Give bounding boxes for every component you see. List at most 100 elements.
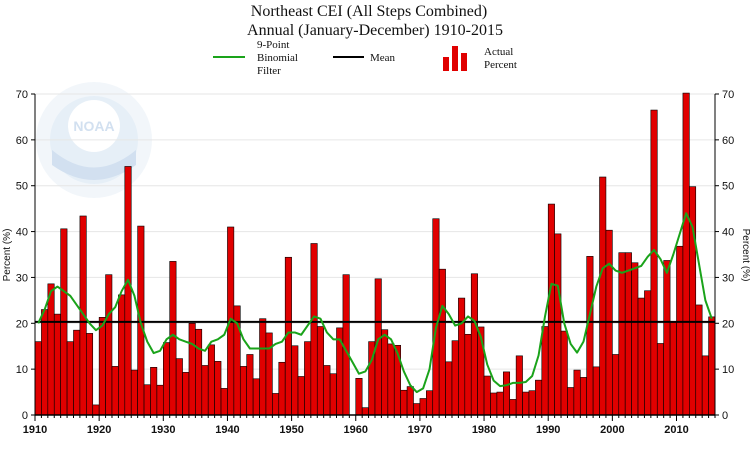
bar-1927 xyxy=(143,384,151,416)
bar-1968 xyxy=(406,386,414,416)
x-tick-label-1990: 1990 xyxy=(536,424,560,436)
legend-filter-label-2: Binomial xyxy=(257,52,298,64)
y-tick-label-right-60: 60 xyxy=(722,135,734,147)
x-tick-label-1970: 1970 xyxy=(408,424,432,436)
y-axis-right: 0 10 20 30 40 50 60 70 xyxy=(715,89,734,422)
y-tick-label-left-0: 0 xyxy=(22,410,28,422)
bar-1910 xyxy=(34,341,42,416)
bar-1945 xyxy=(259,318,267,416)
bar-1931 xyxy=(169,261,177,416)
legend-filter-label-3: Filter xyxy=(257,65,281,77)
bar-1971 xyxy=(426,390,434,416)
bar-2011 xyxy=(682,92,690,416)
bar-1933 xyxy=(182,372,190,416)
bar-1960 xyxy=(355,378,363,416)
legend-actual-swatch xyxy=(443,46,467,71)
bar-1954 xyxy=(316,326,324,416)
bar-1956 xyxy=(329,373,337,416)
bar-1952 xyxy=(304,341,312,416)
bar-1943 xyxy=(246,354,254,416)
svg-text:NOAA: NOAA xyxy=(73,118,114,134)
bar-1921 xyxy=(105,274,113,416)
bar-2010 xyxy=(676,245,684,416)
y-axis-label-right: Percent (%) xyxy=(740,229,750,282)
bar-1975 xyxy=(451,340,459,416)
x-tick-label-1940: 1940 xyxy=(215,424,239,436)
y-tick-label-left-40: 40 xyxy=(16,227,28,239)
y-axis-label-left: Percent (%) xyxy=(2,229,13,282)
legend-filter-label-1: 9-Point xyxy=(257,39,289,51)
bar-1944 xyxy=(252,378,260,416)
y-tick-label-left-50: 50 xyxy=(16,181,28,193)
filter-line-group xyxy=(37,212,713,394)
bar-1942 xyxy=(239,366,247,416)
y-tick-label-left-10: 10 xyxy=(16,364,28,376)
y-axis-left: 0 10 20 30 40 50 60 70 xyxy=(16,89,35,422)
bar-1994 xyxy=(573,369,581,416)
bar-1990 xyxy=(547,203,555,416)
bar-1989 xyxy=(541,326,549,416)
bar-1982 xyxy=(496,391,504,416)
bar-1967 xyxy=(400,389,408,416)
chart-title: Northeast CEI (All Steps Combined) xyxy=(251,3,487,20)
y-tick-label-left-60: 60 xyxy=(16,135,28,147)
bar-2006 xyxy=(650,109,658,416)
bar-1934 xyxy=(188,322,196,416)
bar-1923 xyxy=(118,294,126,416)
x-tick-label-1930: 1930 xyxy=(151,424,175,436)
bar-1932 xyxy=(175,358,183,416)
bar-1916 xyxy=(73,329,81,416)
bar-1939 xyxy=(220,388,228,416)
bar-1980 xyxy=(483,375,491,416)
x-tick-label-1920: 1920 xyxy=(87,424,111,436)
bar-2000 xyxy=(612,354,620,416)
y-tick-label-left-30: 30 xyxy=(16,272,28,284)
bar-1935 xyxy=(195,328,203,416)
bar-1992 xyxy=(560,330,568,416)
bar-2003 xyxy=(631,262,639,416)
x-tick-label-1950: 1950 xyxy=(279,424,303,436)
legend: 9-Point Binomial Filter Mean Actual Perc… xyxy=(213,39,517,77)
bar-1951 xyxy=(297,376,305,416)
bar-1988 xyxy=(535,379,543,416)
legend-mean-label: Mean xyxy=(370,52,396,64)
bar-2009 xyxy=(669,322,677,416)
bar-2004 xyxy=(637,297,645,416)
y-tick-label-right-40: 40 xyxy=(722,227,734,239)
x-tick-label-1960: 1960 xyxy=(344,424,368,436)
bar-1964 xyxy=(381,329,389,416)
bar-1947 xyxy=(272,393,280,416)
y-tick-label-right-10: 10 xyxy=(722,364,734,376)
bar-1915 xyxy=(66,341,74,416)
bar-1920 xyxy=(98,317,106,416)
bar-1995 xyxy=(579,377,587,416)
bar-1991 xyxy=(554,233,562,416)
bar-1955 xyxy=(323,365,331,416)
bar-1998 xyxy=(599,176,607,416)
bar-2005 xyxy=(644,290,652,416)
legend-actual-label-1: Actual xyxy=(484,46,513,58)
bar-1987 xyxy=(528,390,536,416)
bar-1911 xyxy=(41,309,49,416)
bar-2014 xyxy=(701,355,709,416)
bar-2001 xyxy=(618,252,626,416)
x-tick-label-1910: 1910 xyxy=(23,424,47,436)
chart-subtitle: Annual (January-December) 1910-2015 xyxy=(247,22,503,39)
bar-1969 xyxy=(413,403,421,416)
bar-1928 xyxy=(150,367,158,416)
bar-1974 xyxy=(445,361,453,416)
bar-1997 xyxy=(592,366,600,416)
noaa-watermark-logo: NOAA xyxy=(36,82,152,198)
bar-1961 xyxy=(361,407,369,416)
y-tick-label-left-20: 20 xyxy=(16,318,28,330)
y-tick-label-left-70: 70 xyxy=(16,89,28,101)
bar-1950 xyxy=(291,345,299,416)
bar-1925 xyxy=(130,369,138,416)
bar-1929 xyxy=(156,384,164,416)
bar-1946 xyxy=(265,332,273,416)
y-tick-label-right-30: 30 xyxy=(722,272,734,284)
bar-1912 xyxy=(47,283,55,416)
bar-1973 xyxy=(438,268,446,416)
bar-1924 xyxy=(124,166,132,416)
